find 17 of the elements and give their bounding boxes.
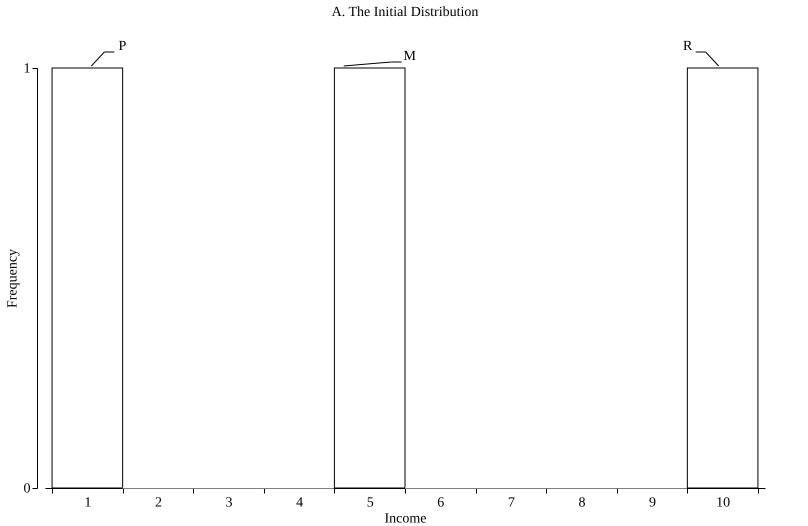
- x-tick-label: 8: [578, 496, 586, 510]
- x-axis-title: Income: [384, 512, 426, 526]
- y-axis-title: Frequency: [6, 248, 20, 308]
- annotation: M: [403, 49, 416, 64]
- x-tick-label: 4: [296, 496, 304, 510]
- y-tick-label: 0: [24, 482, 30, 496]
- x-tick-label: 1: [84, 496, 92, 510]
- x-tick-label: 10: [716, 496, 730, 510]
- chart-title: A. The Initial Distribution: [332, 5, 478, 20]
- annotation: R: [682, 39, 693, 54]
- x-tick-label: 7: [508, 496, 515, 510]
- x-tick-label: 6: [437, 496, 444, 510]
- x-tick-label: 2: [154, 496, 162, 510]
- x-tick-label: 9: [649, 496, 656, 510]
- x-tick-label: 5: [366, 496, 374, 510]
- x-tick-label: 3: [226, 496, 233, 510]
- annotation: P: [118, 39, 126, 54]
